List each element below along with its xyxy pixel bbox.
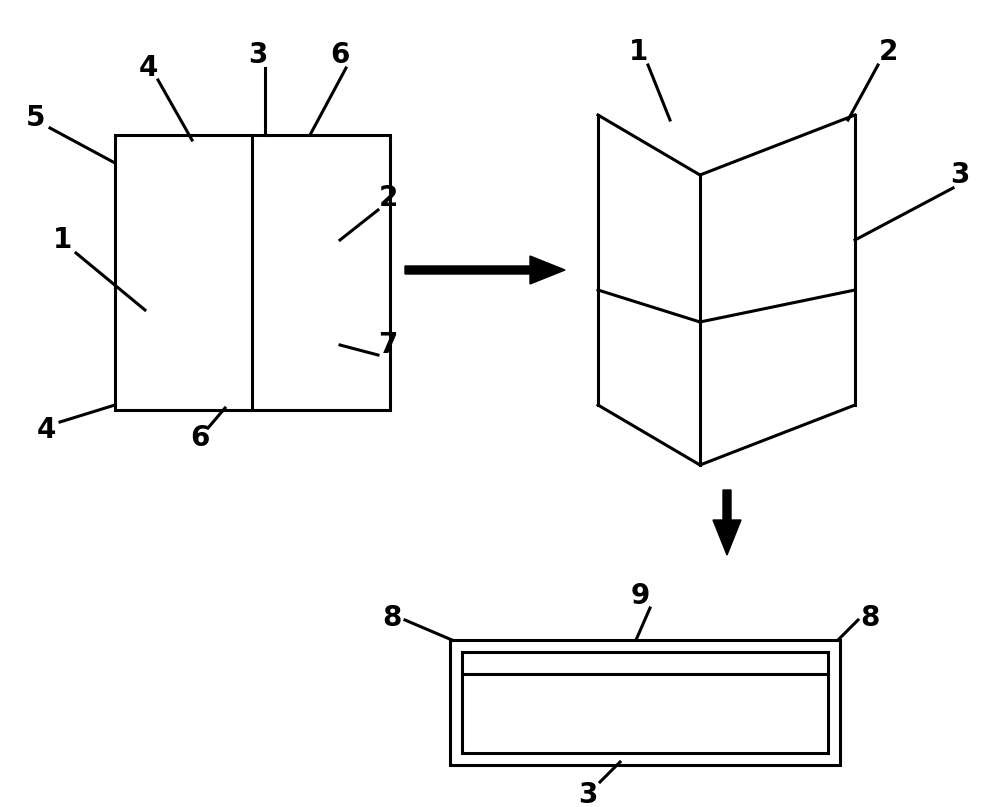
- Text: 4: 4: [138, 54, 158, 82]
- Text: 3: 3: [950, 161, 970, 189]
- Text: 8: 8: [382, 604, 402, 632]
- Text: 1: 1: [53, 226, 71, 254]
- Text: 2: 2: [879, 38, 898, 66]
- Text: 8: 8: [860, 604, 880, 632]
- Text: 7: 7: [378, 331, 397, 359]
- Bar: [115, 135, 390, 410]
- Text: 1: 1: [629, 38, 647, 66]
- Text: 9: 9: [631, 582, 649, 610]
- Text: 4: 4: [37, 416, 56, 444]
- Text: 5: 5: [26, 104, 46, 132]
- Text: 3: 3: [248, 41, 268, 69]
- Text: 6: 6: [331, 41, 350, 69]
- Text: 2: 2: [378, 184, 397, 212]
- Polygon shape: [405, 256, 565, 284]
- Polygon shape: [713, 490, 741, 555]
- Bar: [462, 652, 828, 753]
- Text: 3: 3: [578, 781, 598, 807]
- Bar: [450, 640, 840, 765]
- Text: 6: 6: [191, 424, 210, 452]
